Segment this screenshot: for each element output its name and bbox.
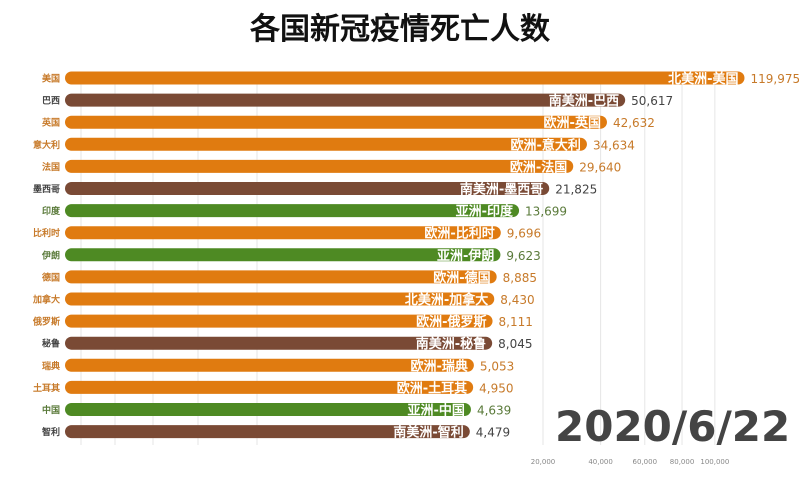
country-label: 伊朗 [41,249,60,261]
x-tick-label: 20,000 [531,458,556,466]
bar-label: 亚洲-印度 [456,204,514,220]
country-label: 俄罗斯 [32,316,60,328]
chart-title: 各国新冠疫情死亡人数 [250,12,550,47]
value-label: 8,430 [500,293,534,307]
country-label: 秘鲁 [42,338,60,350]
x-tick-label: 80,000 [670,458,695,466]
value-label: 4,639 [477,404,511,418]
bar-label: 北美洲-加拿大 [405,292,488,308]
bar [65,93,626,107]
bar-label: 欧洲-德国 [433,270,490,286]
bar [65,425,470,439]
bar-label: 亚洲-伊朗 [437,248,494,264]
value-label: 9,623 [506,249,540,263]
bar [65,137,587,151]
bar [65,270,497,284]
bar-label: 欧洲-土耳其 [397,380,467,396]
country-label: 法国 [42,161,60,173]
value-label: 4,479 [476,426,510,440]
bar [65,204,520,218]
bar [65,159,574,173]
value-label: 5,053 [480,359,514,373]
country-label: 比利时 [33,227,60,239]
bar-label: 欧洲-意大利 [511,137,581,153]
country-label: 中国 [42,404,60,416]
country-label: 意大利 [33,139,60,151]
country-label: 印度 [42,205,61,217]
bar-label: 欧洲-法国 [510,159,567,175]
date-label: 2020/6/22 [555,402,791,451]
bar-label: 南美洲-智利 [393,425,463,441]
x-tick-label: 40,000 [588,458,613,466]
country-label: 英国 [41,117,60,129]
bar [65,358,474,372]
value-label: 8,045 [498,337,532,351]
country-label: 巴西 [42,96,60,107]
country-label: 加拿大 [32,294,60,306]
bar [65,71,745,85]
value-label: 34,634 [593,138,635,152]
bar-label: 欧洲-英国 [544,115,601,131]
country-label: 瑞典 [42,360,60,372]
value-label: 42,632 [613,116,655,130]
bar [65,182,550,195]
x-tick-label: 100,000 [700,458,729,466]
value-label: 8,885 [503,271,537,285]
country-label: 土耳其 [33,382,60,394]
value-label: 4,950 [479,381,513,395]
bar [65,403,471,416]
bar-label: 南美洲-秘鲁 [416,336,486,352]
country-label: 美国 [42,73,60,85]
bar [65,115,607,129]
value-label: 119,975 [750,72,800,86]
country-label: 德国 [42,271,60,283]
value-label: 9,696 [507,227,541,241]
bar-label: 欧洲-俄罗斯 [416,314,486,330]
x-tick-label: 60,000 [633,458,658,466]
bar-label: 南美洲-墨西哥 [460,182,543,198]
bar [65,314,493,328]
country-label: 墨西哥 [33,184,60,195]
bar [65,336,493,350]
value-label: 13,699 [525,205,567,219]
bar [65,380,474,394]
bar [65,292,495,306]
value-label: 21,825 [555,183,597,197]
bar [65,248,501,262]
bar-label: 北美洲-美国 [668,71,738,87]
bar-label: 亚洲-中国 [408,403,465,419]
value-label: 8,111 [499,315,533,329]
bar-label: 南美洲-巴西 [549,93,619,109]
bar [65,226,501,240]
bar-label: 欧洲-比利时 [424,226,494,242]
bar-label: 欧洲-瑞典 [410,358,467,374]
value-label: 29,640 [579,160,621,174]
value-label: 50,617 [631,94,673,108]
country-label: 智利 [42,426,60,438]
